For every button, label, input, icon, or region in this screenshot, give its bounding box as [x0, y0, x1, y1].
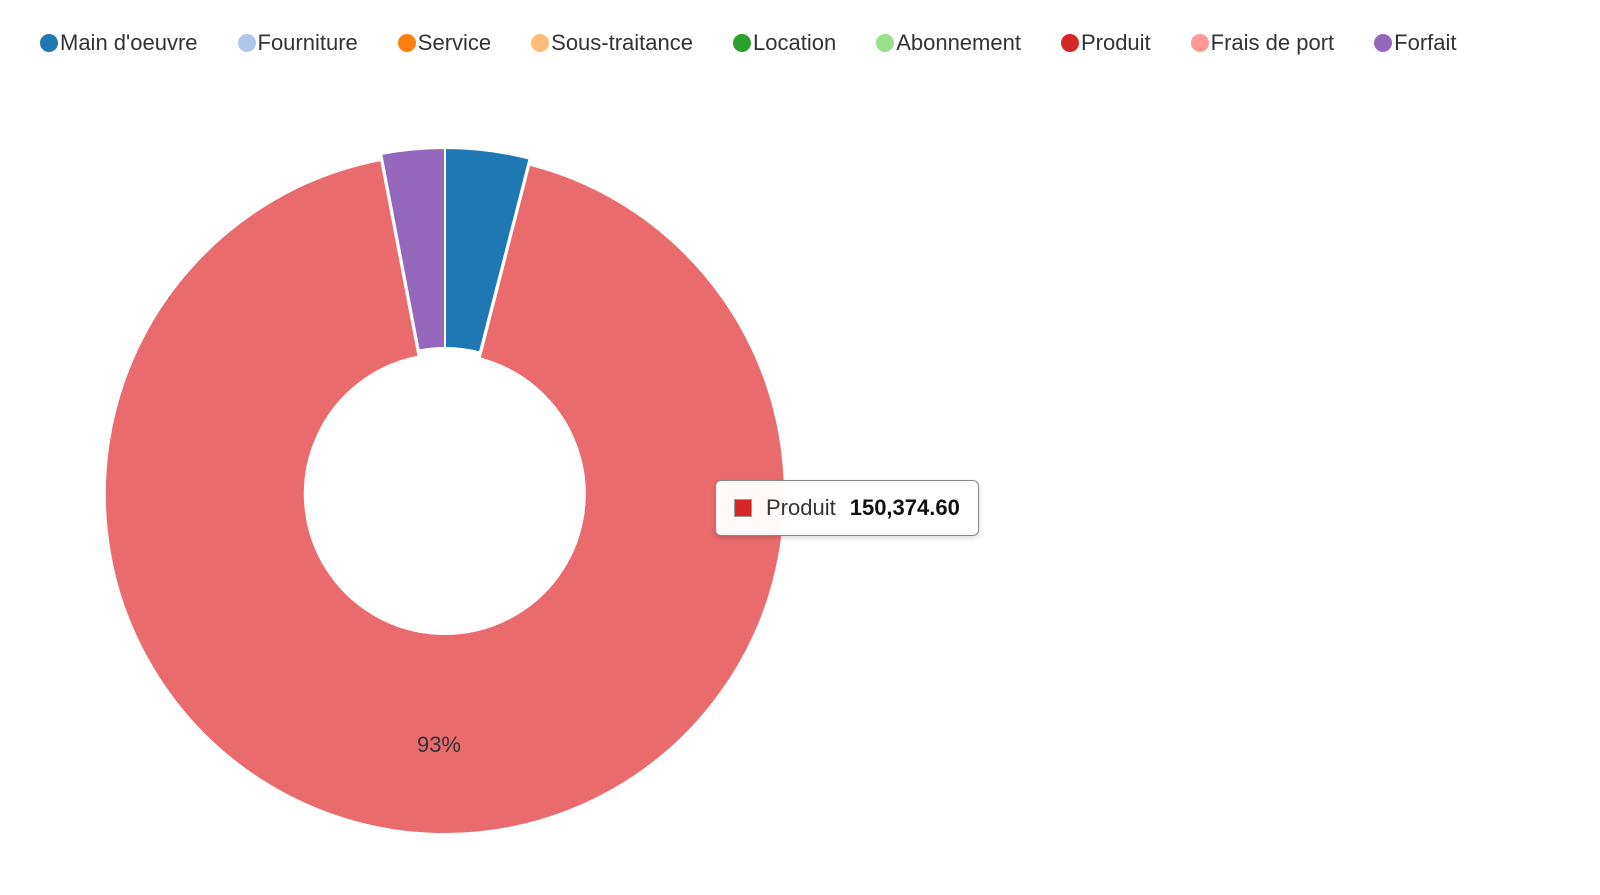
slice-percent-label: 93% — [417, 732, 461, 758]
legend-item[interactable]: Service — [398, 30, 491, 56]
legend-swatch — [238, 34, 256, 52]
chart-tooltip: Produit 150,374.60 — [715, 480, 979, 536]
legend-label: Frais de port — [1211, 30, 1335, 56]
legend-item[interactable]: Forfait — [1374, 30, 1456, 56]
legend-swatch — [398, 34, 416, 52]
legend-swatch — [40, 34, 58, 52]
legend-label: Service — [418, 30, 491, 56]
legend-item[interactable]: Sous-traitance — [531, 30, 693, 56]
chart-legend: Main d'oeuvre Fourniture Service Sous-trait… — [40, 30, 1497, 56]
legend-item[interactable]: Location — [733, 30, 836, 56]
legend-swatch — [1061, 34, 1079, 52]
legend-item[interactable]: Main d'oeuvre — [40, 30, 198, 56]
legend-swatch — [1191, 34, 1209, 52]
legend-swatch — [733, 34, 751, 52]
legend-label: Sous-traitance — [551, 30, 693, 56]
legend-item[interactable]: Frais de port — [1191, 30, 1335, 56]
legend-label: Abonnement — [896, 30, 1021, 56]
legend-label: Location — [753, 30, 836, 56]
legend-swatch — [1374, 34, 1392, 52]
legend-item[interactable]: Fourniture — [238, 30, 358, 56]
legend-label: Forfait — [1394, 30, 1456, 56]
tooltip-value: 150,374.60 — [850, 495, 960, 521]
legend-label: Produit — [1081, 30, 1151, 56]
legend-label: Main d'oeuvre — [60, 30, 198, 56]
legend-label: Fourniture — [258, 30, 358, 56]
legend-swatch — [531, 34, 549, 52]
legend-item[interactable]: Abonnement — [876, 30, 1021, 56]
legend-item[interactable]: Produit — [1061, 30, 1151, 56]
legend-swatch — [876, 34, 894, 52]
tooltip-label: Produit — [766, 495, 836, 521]
donut-chart: 93% — [105, 148, 805, 853]
tooltip-swatch — [734, 499, 752, 517]
